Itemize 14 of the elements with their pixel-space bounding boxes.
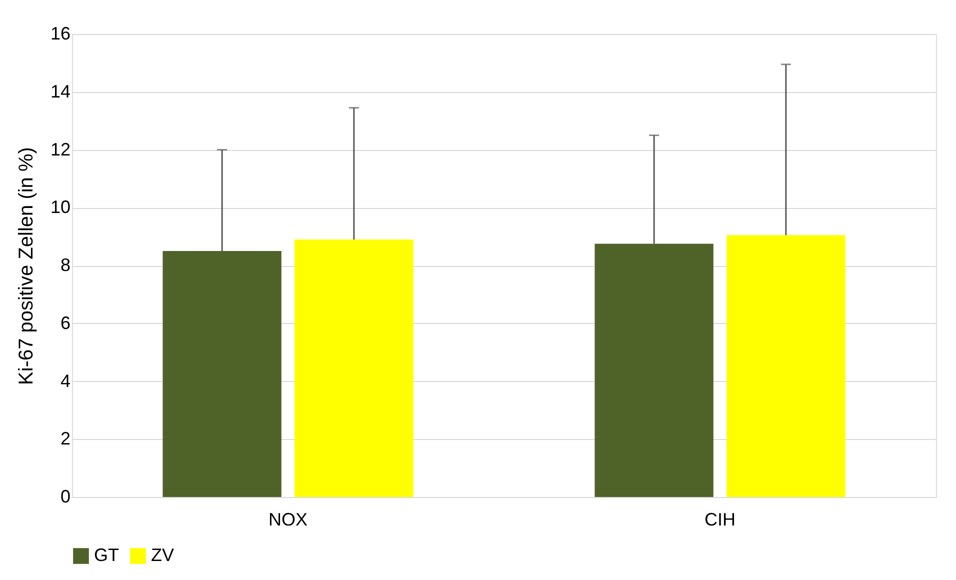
y-tick-label: 16 — [50, 24, 70, 44]
y-tick-label: 12 — [50, 139, 70, 160]
y-tick-label: 14 — [50, 81, 70, 102]
legend-label: ZV — [151, 545, 174, 565]
x-tick-label: NOX — [268, 510, 308, 530]
y-axis-title: Ki-67 positive Zellen (in %) — [15, 147, 38, 385]
y-tick-label: 10 — [50, 197, 70, 218]
y-tick-label: 4 — [60, 370, 70, 391]
legend-label: GT — [94, 545, 119, 565]
y-tick-label: 8 — [60, 255, 70, 275]
y-tick-label: 6 — [60, 312, 70, 333]
y-tick-label: 2 — [60, 428, 70, 449]
x-tick-label: CIH — [704, 510, 736, 530]
y-tick-label: 0 — [60, 486, 70, 506]
